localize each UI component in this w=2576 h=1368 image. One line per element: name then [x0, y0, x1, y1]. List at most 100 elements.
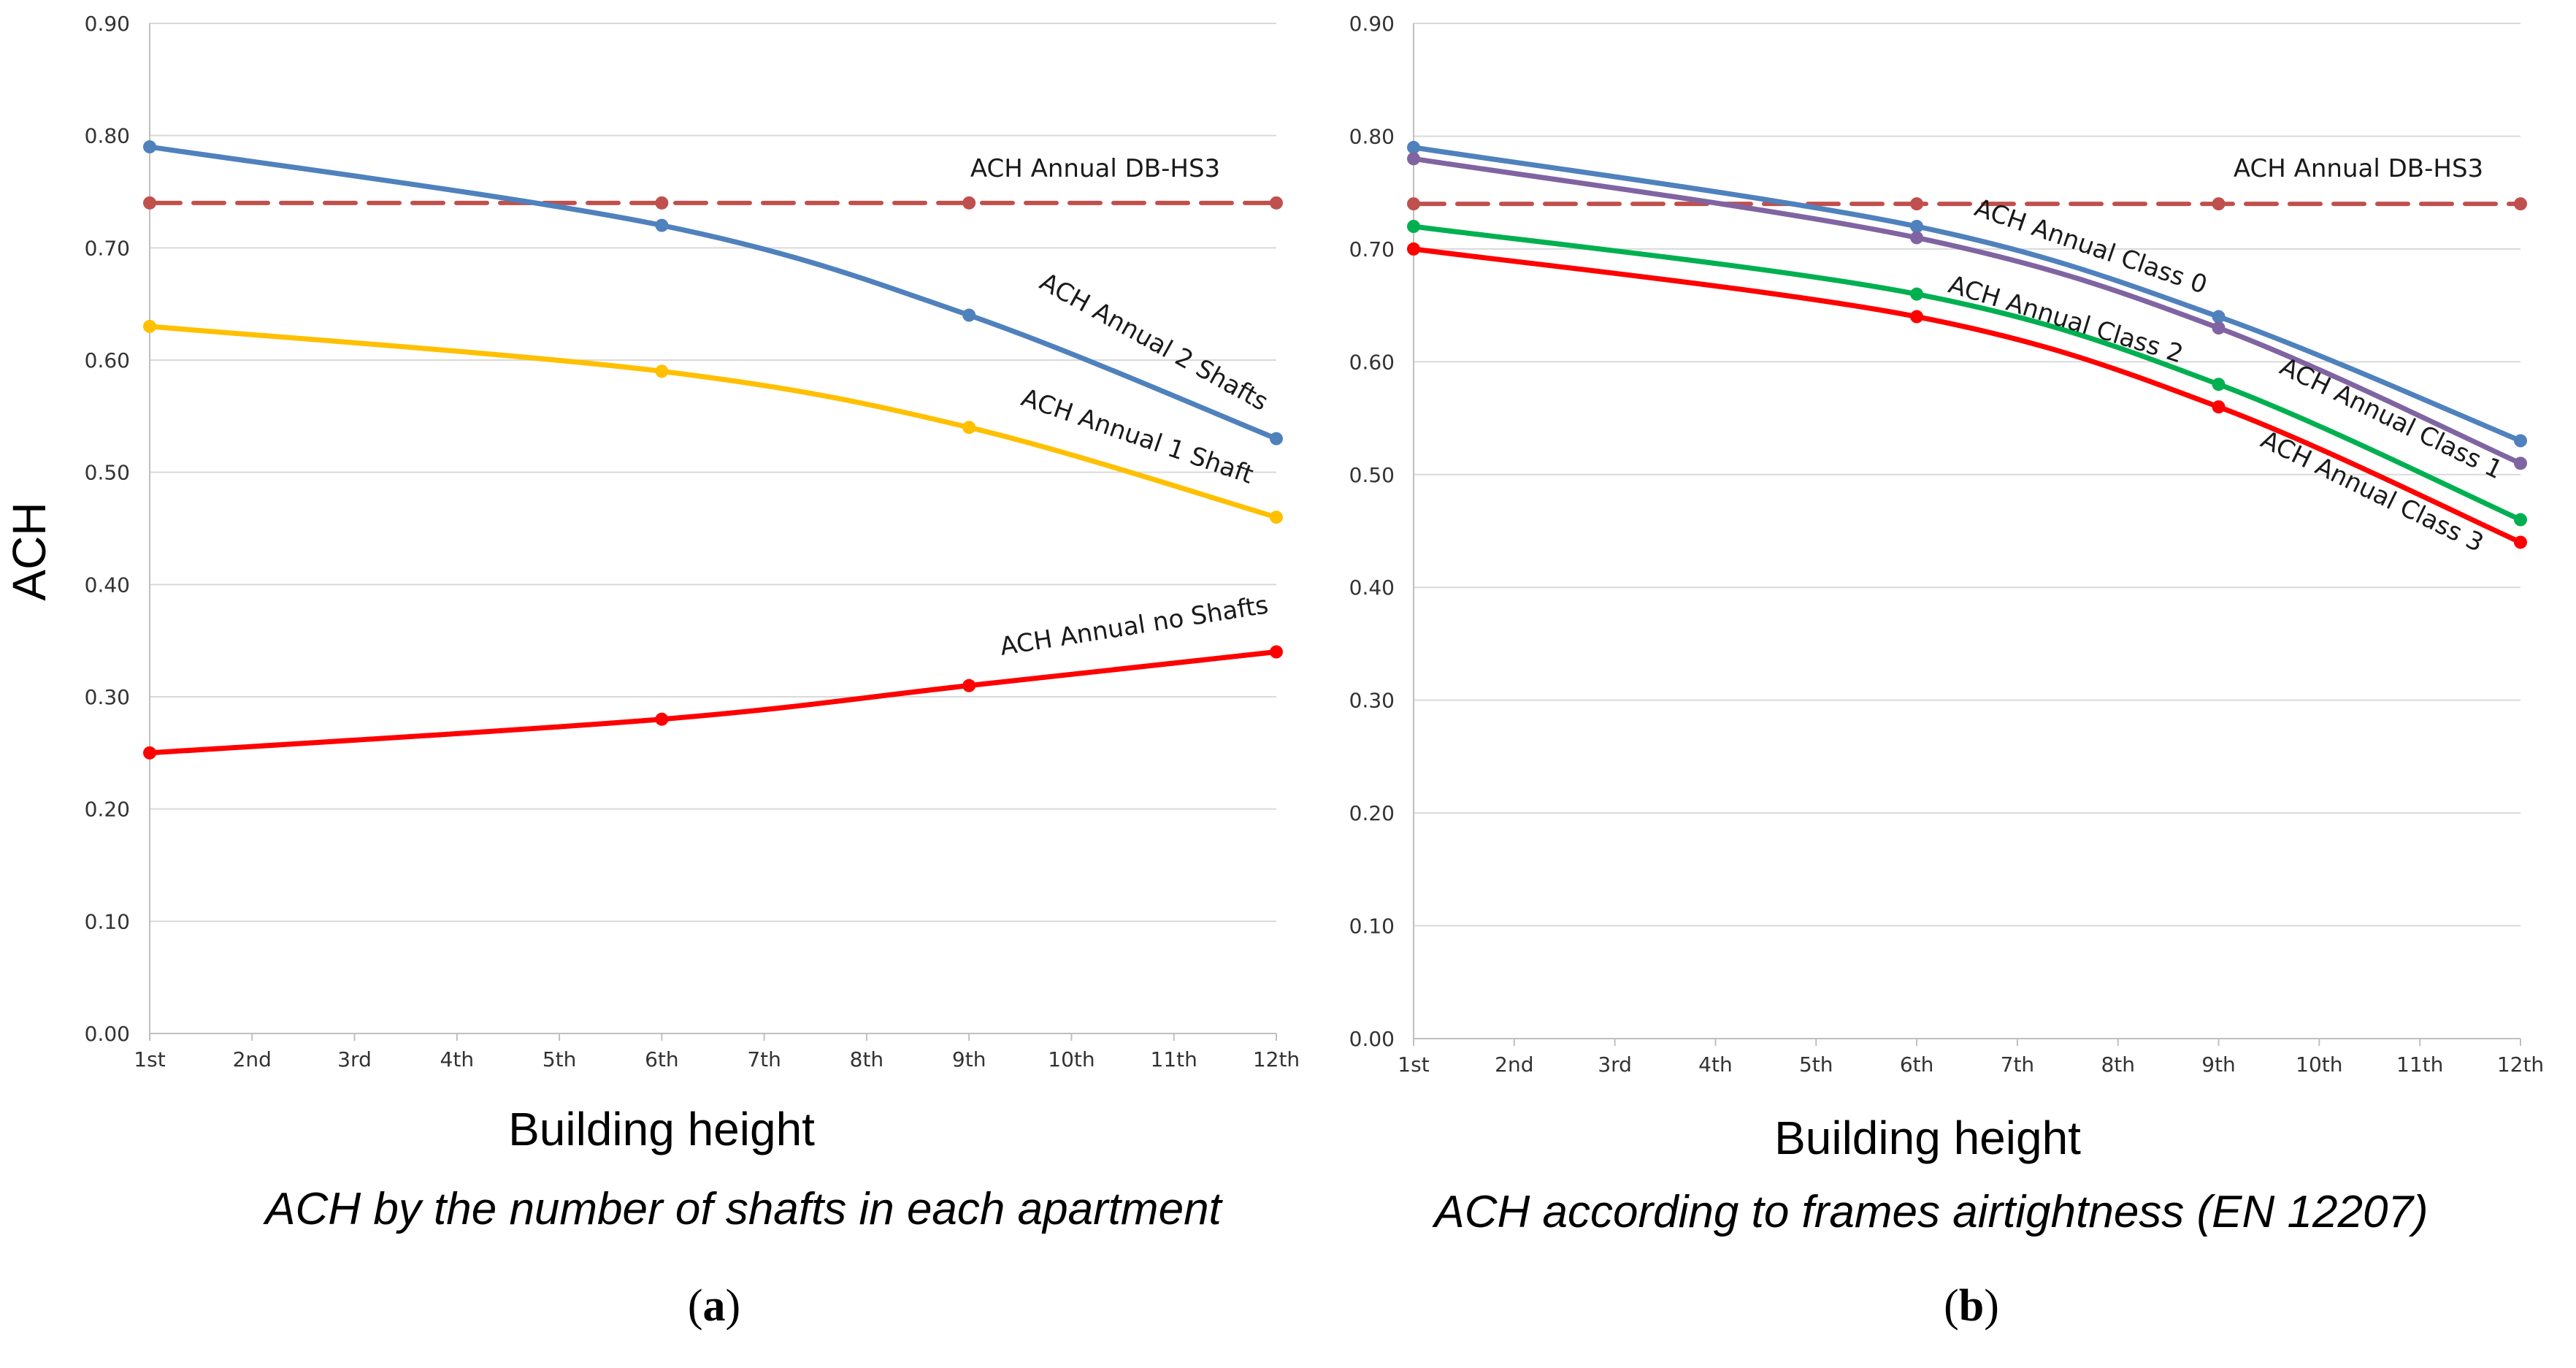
- y-tick-label: 0.20: [1349, 801, 1395, 825]
- x-tick-label: 2nd: [1495, 1052, 1533, 1077]
- x-tick-label: 4th: [440, 1047, 475, 1071]
- x-tick-label: 3rd: [1598, 1052, 1632, 1077]
- series-label-ach-annual-2-shafts: ACH Annual 2 Shafts: [1035, 267, 1273, 417]
- y-tick-label: 0.40: [85, 573, 130, 597]
- data-point-ach-annual-2-shafts: [1270, 432, 1283, 446]
- data-point-ach-annual-2-shafts: [962, 308, 976, 322]
- x-tick-label: 2nd: [233, 1047, 272, 1071]
- chart-panel-b: 0.00 0.10 0.20 0.30 0.40 0.50 0.60 0.70 0.80 0.90…: [1349, 12, 2545, 1331]
- data-point-ach-annual-class-1: [2514, 456, 2527, 470]
- x-tick-label: 9th: [952, 1047, 986, 1071]
- panel-label: (b): [1944, 1281, 1999, 1331]
- data-point-ach-annual-2-shafts: [655, 218, 669, 232]
- y-tick-label: 0.10: [85, 909, 130, 933]
- y-tick-label: 0.70: [85, 236, 130, 260]
- panel-label: (a): [688, 1281, 740, 1331]
- y-tick-label: 0.00: [1349, 1027, 1395, 1051]
- data-point-ach-annual-1-shaft: [655, 364, 669, 378]
- x-tick-label: 1st: [1398, 1052, 1429, 1077]
- y-tick-label: 0.30: [85, 685, 130, 709]
- panel-letter: a: [703, 1281, 726, 1331]
- x-tick-label: 8th: [2101, 1052, 2135, 1077]
- series-line-ach-annual-2-shafts: [147, 144, 1279, 442]
- data-point-ach-annual-class-3: [1407, 242, 1420, 256]
- series-line-ach-annual-class-2: [1411, 223, 2523, 523]
- series-line-ach-annual-no-shafts: [147, 649, 1279, 756]
- y-tick-label: 0.40: [1349, 576, 1395, 600]
- x-tick-label: 6th: [645, 1047, 679, 1071]
- data-point-ach-annual-db-hs3: [962, 196, 976, 210]
- x-tick-label: 9th: [2201, 1052, 2236, 1077]
- data-point-ach-annual-db-hs3: [1407, 197, 1420, 211]
- data-point-ach-annual-class-0: [2514, 434, 2527, 448]
- x-tick-label: 11th: [1151, 1047, 1197, 1071]
- data-point-ach-annual-class-2: [1407, 220, 1420, 233]
- data-point-ach-annual-db-hs3: [655, 196, 669, 210]
- data-point-ach-annual-class-2: [2212, 378, 2226, 391]
- x-tick-label: 7th: [2001, 1052, 2035, 1077]
- data-point-ach-annual-class-0: [2212, 310, 2226, 324]
- data-point-ach-annual-class-3: [1910, 310, 1924, 324]
- x-tick-label: 3rd: [337, 1047, 372, 1071]
- data-point-ach-annual-db-hs3: [1270, 196, 1283, 210]
- chart-caption: ACH according to frames airtightness (EN…: [1431, 1187, 2428, 1237]
- x-tick-label: 4th: [1698, 1052, 1733, 1077]
- series-label-ach-annual-db-hs3: ACH Annual DB-HS3: [970, 154, 1220, 183]
- y-tick-label: 0.20: [85, 798, 130, 822]
- x-tick-label: 10th: [2296, 1052, 2342, 1077]
- data-point-ach-annual-class-2: [2514, 513, 2527, 527]
- data-point-ach-annual-db-hs3: [1910, 197, 1924, 211]
- x-tick-label: 1st: [134, 1047, 165, 1071]
- data-point-ach-annual-db-hs3: [2212, 197, 2226, 211]
- series-line-ach-annual-1-shaft: [147, 324, 1279, 520]
- chart-caption: ACH by the number of shafts in each apar…: [262, 1184, 1223, 1234]
- panel-letter: b: [1959, 1281, 1984, 1331]
- y-tick-label: 0.70: [1349, 237, 1395, 261]
- y-tick-label: 0.30: [1349, 689, 1395, 713]
- data-point-ach-annual-class-1: [1407, 152, 1420, 166]
- x-tick-label: 6th: [1900, 1052, 1934, 1077]
- x-axis-title: Building height: [1774, 1112, 2081, 1164]
- data-point-ach-annual-db-hs3: [2514, 197, 2527, 211]
- y-tick-label: 0.90: [85, 12, 130, 36]
- data-point-ach-annual-class-0: [1910, 220, 1924, 233]
- data-point-ach-annual-no-shafts: [1270, 645, 1283, 659]
- x-tick-label: 12th: [1253, 1047, 1300, 1071]
- y-tick-label: 0.60: [1349, 350, 1395, 374]
- data-point-ach-annual-no-shafts: [962, 679, 976, 692]
- chart-panel-a: 0.00 0.10 0.20 0.30 0.40 0.50 0.60 0.70 0.80 0.90…: [3, 12, 1300, 1331]
- data-point-ach-annual-no-shafts: [655, 712, 669, 726]
- data-point-ach-annual-1-shaft: [1270, 511, 1283, 524]
- x-tick-label: 5th: [1799, 1052, 1833, 1077]
- y-tick-label: 0.50: [1349, 463, 1395, 487]
- y-tick-label: 0.60: [85, 348, 130, 372]
- x-axis-title: Building height: [508, 1103, 815, 1155]
- data-point-ach-annual-class-3: [2514, 535, 2527, 549]
- x-tick-label: 8th: [850, 1047, 884, 1071]
- data-point-ach-annual-2-shafts: [143, 140, 156, 154]
- data-point-ach-annual-db-hs3: [143, 196, 156, 210]
- data-point-ach-annual-class-1: [1910, 231, 1924, 245]
- x-tick-label: 12th: [2497, 1052, 2544, 1077]
- y-axis-title: ACH: [3, 502, 55, 600]
- series-line-ach-annual-class-3: [1411, 246, 2523, 545]
- y-tick-label: 0.80: [85, 124, 130, 148]
- y-tick-label: 0.50: [85, 461, 130, 485]
- data-point-ach-annual-class-2: [1910, 287, 1924, 301]
- series-line-ach-annual-class-1: [1411, 156, 2523, 466]
- y-tick-label: 0.80: [1349, 124, 1395, 148]
- data-point-ach-annual-no-shafts: [143, 746, 156, 760]
- data-point-ach-annual-1-shaft: [962, 421, 976, 435]
- series-line-ach-annual-class-0: [1411, 145, 2523, 443]
- y-tick-label: 0.10: [1349, 914, 1395, 939]
- series-label-ach-annual-db-hs3: ACH Annual DB-HS3: [2234, 154, 2483, 183]
- data-point-ach-annual-1-shaft: [143, 319, 156, 333]
- data-point-ach-annual-class-3: [2212, 400, 2226, 414]
- x-tick-label: 10th: [1048, 1047, 1095, 1071]
- x-tick-label: 5th: [543, 1047, 577, 1071]
- x-tick-label: 7th: [747, 1047, 781, 1071]
- y-tick-label: 0.90: [1349, 12, 1395, 36]
- x-tick-label: 11th: [2396, 1052, 2443, 1077]
- series-label-ach-annual-no-shafts: ACH Annual no Shafts: [998, 590, 1270, 662]
